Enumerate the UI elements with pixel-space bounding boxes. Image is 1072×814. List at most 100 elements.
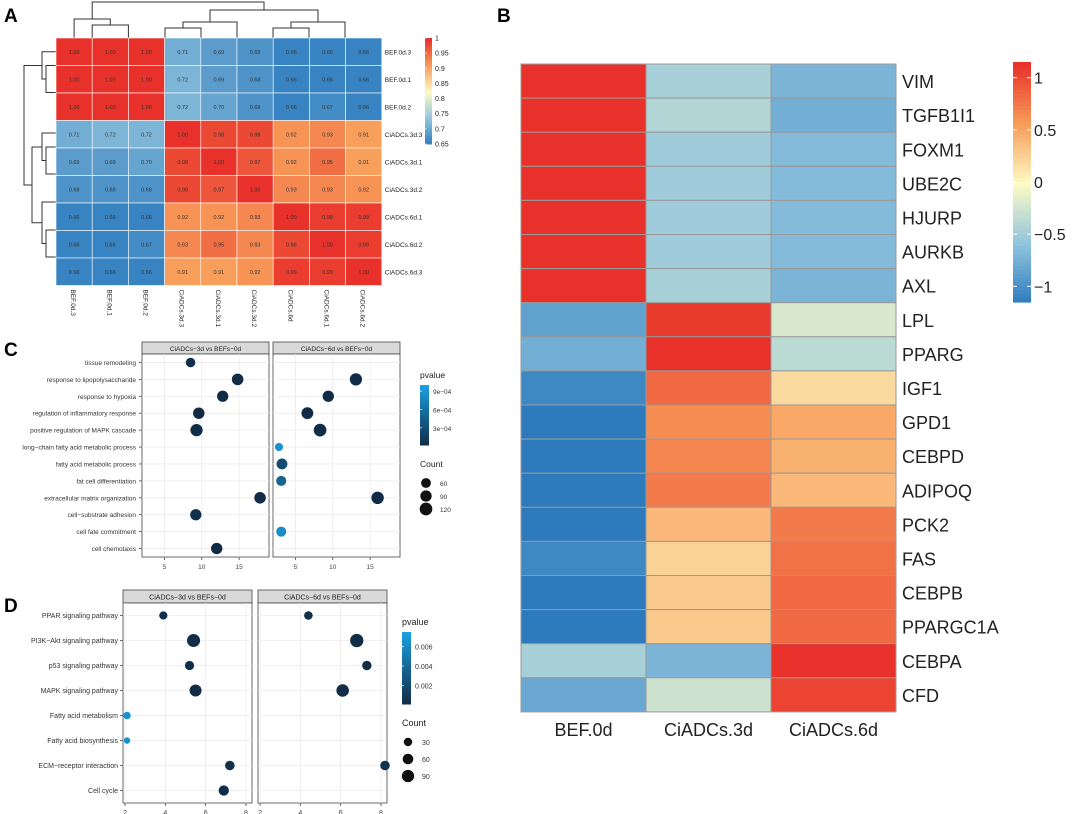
panel-d-label: D (4, 596, 18, 617)
legend-b-gradient-segment (1013, 162, 1031, 167)
x-tick-label: 5 (294, 564, 298, 571)
dendrogram-top-branch (272, 27, 310, 38)
heatmap-a-cell-label: 0.71 (69, 132, 80, 138)
heatmap-a-cell-label: 0.92 (286, 132, 297, 138)
legend-a-gradient-segment (425, 59, 432, 63)
legend-a-gradient-segment (425, 69, 432, 73)
legend-b-gradient-segment (1013, 130, 1031, 135)
legend-b-gradient-segment (1013, 190, 1031, 195)
heatmap-a-cell-label: 0.66 (358, 50, 369, 56)
legend-b-gradient-segment (1013, 114, 1031, 119)
heatmap-b-gene-label: PCK2 (902, 515, 949, 535)
color-legend-segment (420, 401, 429, 404)
size-legend-title: Count (402, 718, 427, 728)
legend-b-gradient-segment (1013, 134, 1031, 139)
heatmap-b-cell (770, 472, 897, 508)
legend-a-gradient-segment (425, 93, 432, 97)
enrichment-dot (190, 509, 202, 521)
heatmap-a-row-label: CiADCs.3d.3 (385, 132, 423, 139)
color-legend-segment (420, 421, 429, 424)
heatmap-a-cell (128, 147, 165, 176)
color-legend-segment (402, 632, 411, 635)
heatmap-a-cell-label: 0.93 (177, 242, 188, 248)
legend-b-gradient-segment (1013, 182, 1031, 187)
heatmap-a-column-label: CiADCs.6d.1 (323, 290, 330, 328)
legend-b-gradient-segment (1013, 206, 1031, 211)
y-term-label: response to hypoxia (78, 394, 137, 401)
y-term-label: cell fate commitment (76, 529, 136, 536)
color-legend-segment (420, 411, 429, 414)
color-legend-segment (402, 646, 411, 650)
color-legend-segment (402, 670, 411, 674)
heatmap-a-cell-label: 0.99 (358, 242, 369, 248)
legend-a-gradient-segment (425, 83, 432, 87)
heatmap-b-cell (770, 336, 897, 372)
legend-b-gradient-segment (1013, 246, 1031, 251)
heatmap-a-cell-label: 0.99 (286, 270, 297, 276)
heatmap-b-gene-label: PPARG (902, 345, 964, 365)
heatmap-b-cell (645, 131, 772, 167)
heatmap-a-cell-label: 0.68 (105, 187, 116, 193)
heatmap-a-cell-label: 0.70 (141, 160, 152, 166)
legend-a-gradient-segment (425, 61, 432, 65)
heatmap-a-cell-label: 1.00 (250, 187, 261, 193)
heatmap-a-cell-label: 0.66 (105, 242, 116, 248)
legend-b-gradient-segment (1013, 106, 1031, 111)
heatmap-a-column-label: BEF.0d.3 (69, 290, 76, 317)
heatmap-a-cell (128, 37, 165, 66)
legend-a-tick-label: 0.8 (435, 96, 445, 103)
heatmap-a-cell-label: 0.99 (358, 215, 369, 221)
heatmap-b-cell (770, 404, 897, 440)
heatmap-a-cell-label: 0.69 (214, 50, 225, 56)
y-term-label: fat cell differentiation (77, 478, 137, 485)
legend-b-gradient-segment (1013, 198, 1031, 203)
heatmap-a-cell-label: 0.99 (322, 270, 333, 276)
legend-b-gradient-segment (1013, 242, 1031, 247)
color-legend-segment (420, 395, 429, 398)
color-legend-segment (420, 423, 429, 426)
x-tick-label: 8 (379, 810, 383, 814)
legend-a-gradient-segment (425, 114, 432, 118)
color-legend-segment (420, 399, 429, 402)
heatmap-a-cell-label: 0.95 (322, 160, 333, 166)
legend-a-gradient-segment (425, 138, 432, 142)
heatmap-a-cell-label: 0.66 (105, 215, 116, 221)
legend-a-gradient-segment (425, 53, 432, 58)
legend-b-gradient-segment (1013, 78, 1031, 83)
y-term-label: positive regulation of MAPK cascade (30, 428, 136, 435)
legend-a-gradient-segment (425, 48, 432, 52)
enrichment-dot (322, 390, 334, 402)
color-legend-segment (402, 651, 411, 655)
heatmap-a-cell (91, 175, 129, 204)
color-legend-segment (420, 409, 429, 412)
heatmap-a-cell-label: 0.98 (286, 242, 297, 248)
size-legend-label: 30 (422, 740, 430, 747)
legend-a-gradient-segment (425, 130, 432, 134)
legend-b-gradient-segment (1013, 158, 1031, 163)
heatmap-b-cell (770, 131, 897, 167)
heatmap-a-cell-label: 0.92 (250, 270, 261, 276)
color-legend-segment (420, 443, 429, 446)
heatmap-a-cell-label: 0.95 (214, 242, 225, 248)
heatmap-b-cell (520, 677, 647, 713)
heatmap-a-cell-label: 0.93 (250, 242, 261, 248)
heatmap-b-cell (520, 97, 647, 133)
heatmap-a-cell (55, 37, 93, 66)
heatmap-a-cell-label: 0.97 (214, 187, 225, 193)
heatmap-b-column-label: CiADCs.6d (789, 720, 878, 740)
legend-a-gradient-segment (425, 38, 432, 42)
enrichment-dot (301, 407, 314, 420)
color-legend-segment (402, 675, 411, 679)
legend-b-gradient-segment (1013, 154, 1031, 159)
color-legend-segment (402, 663, 411, 667)
enrichment-dot (189, 684, 202, 697)
heatmap-a-cell-label: 1.00 (105, 105, 116, 111)
heatmap-b-cell (770, 268, 897, 304)
heatmap-b-cell (645, 540, 772, 577)
facet-strip-label: CiADCs−6d vs BEFs−0d (284, 595, 361, 602)
heatmap-b-cell (770, 575, 897, 611)
legend-a-gradient-segment (425, 125, 432, 129)
heatmap-a-row-label: CiADCs.3d.1 (385, 159, 423, 166)
legend-b-gradient-segment (1013, 98, 1031, 103)
